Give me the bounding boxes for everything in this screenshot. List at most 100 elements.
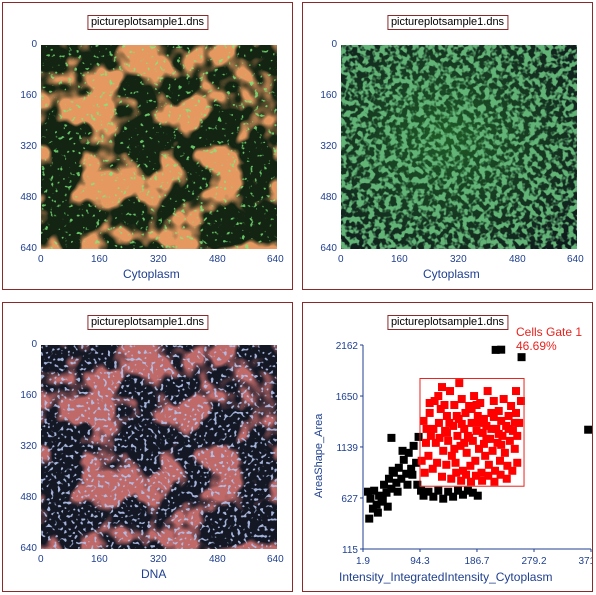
gated-point [497, 416, 506, 425]
x-tick: 320 [150, 254, 167, 265]
gated-point [429, 424, 438, 433]
data-point [409, 441, 418, 450]
data-point [373, 508, 382, 517]
x-tick: 0 [338, 254, 344, 265]
gate-label: Cells Gate 1 [516, 325, 582, 339]
gated-point [483, 387, 492, 396]
plot-title: pictureplotsample1.dns [386, 15, 509, 30]
gated-point [462, 448, 471, 457]
x-tick: 320 [450, 254, 467, 265]
x-tick-label: 279.2 [521, 556, 546, 567]
gated-point [481, 451, 490, 460]
gated-point [487, 424, 496, 433]
data-point [414, 432, 423, 441]
data-point [403, 480, 412, 489]
y-axis-ticks: 0 160 320 480 640 [3, 340, 37, 554]
y-tick-label: 115 [342, 545, 358, 556]
gated-point [439, 446, 448, 455]
x-tick-label: 186.7 [464, 556, 489, 567]
cells-gate-1[interactable] [419, 377, 525, 487]
gated-point [417, 456, 426, 465]
y-axis-ticks: 0 160 320 480 640 [303, 40, 337, 254]
data-point [388, 466, 397, 475]
data-point [584, 425, 592, 434]
cell-image[interactable] [341, 45, 577, 249]
gated-point [477, 468, 486, 477]
gated-point [489, 412, 498, 421]
plot-title: pictureplotsample1.dns [386, 315, 509, 330]
y-tick: 160 [20, 390, 37, 401]
gated-point [478, 476, 487, 485]
data-point [444, 487, 453, 496]
gated-point [446, 387, 455, 396]
gated-point [482, 434, 491, 443]
gated-point [510, 444, 519, 453]
y-tick: 640 [20, 543, 37, 554]
gated-point [431, 438, 440, 447]
gated-point [482, 421, 491, 430]
image-plot-panel-1: pictureplotsample1.dns 0 160 320 480 640… [2, 2, 293, 290]
gated-point [475, 444, 484, 453]
gated-point [425, 408, 434, 417]
image-plot-panel-3: pictureplotsample1.dns 0 160 320 480 640… [2, 302, 293, 592]
gated-point [470, 392, 479, 401]
gated-point [450, 444, 459, 453]
gated-point [496, 470, 505, 479]
x-tick: 160 [391, 254, 408, 265]
data-point [397, 474, 406, 483]
gated-point [452, 468, 461, 477]
x-axis-label: DNA [141, 567, 167, 581]
gated-point [513, 431, 522, 440]
data-point [363, 487, 372, 496]
gated-point [453, 431, 462, 440]
data-point [468, 488, 477, 497]
gated-point [484, 471, 493, 480]
gated-point [491, 466, 500, 475]
cell-image[interactable] [41, 45, 277, 249]
scatter-chart[interactable]: Cells Gate 1 46.69% 115 627 1139 1650 2162 1.… [303, 303, 592, 591]
image-plot-panel-2: pictureplotsample1.dns 0 160 320 480 640… [302, 2, 593, 290]
x-axis-ticks: 0 160 320 480 640 [338, 254, 584, 267]
data-point [417, 486, 426, 495]
data-point [439, 494, 448, 503]
data-point [408, 470, 417, 479]
gated-point [438, 472, 447, 481]
gate-percent: 46.69% [516, 339, 557, 353]
gated-point [433, 458, 442, 467]
gated-point [471, 471, 480, 480]
y-tick: 320 [20, 141, 37, 152]
x-tick: 160 [91, 254, 108, 265]
gated-point [478, 428, 487, 437]
y-tick: 640 [320, 243, 337, 254]
data-point [413, 480, 422, 489]
gated-point [494, 429, 503, 438]
gated-point [479, 414, 488, 423]
gated-point [440, 400, 449, 409]
data-point [424, 487, 433, 496]
data-point [368, 504, 377, 513]
x-axis-ticks: 0 160 320 480 640 [38, 254, 284, 267]
y-tick-label: 2162 [336, 341, 359, 352]
gated-point [513, 458, 522, 467]
gated-point [424, 451, 433, 460]
gated-point [510, 418, 519, 427]
y-tick-label: 1139 [336, 443, 358, 454]
gated-point [434, 418, 443, 427]
x-axis-label: Intensity_IntegratedIntensity_Cytoplasm [339, 570, 553, 584]
gated-point [451, 458, 460, 467]
gated-point [515, 418, 524, 427]
gated-point [508, 466, 517, 475]
y-tick: 320 [320, 141, 337, 152]
x-tick: 640 [267, 554, 284, 565]
data-point [454, 486, 463, 495]
y-tick: 0 [31, 339, 37, 350]
data-point [419, 491, 428, 500]
y-tick-label: 627 [341, 494, 358, 505]
gated-point [505, 436, 514, 445]
gated-point [467, 418, 476, 427]
y-tick-label: 1650 [336, 392, 359, 403]
x-tick: 480 [509, 254, 526, 265]
data-point [434, 486, 443, 495]
cell-image[interactable] [41, 345, 277, 549]
plot-title: pictureplotsample1.dns [86, 315, 209, 330]
